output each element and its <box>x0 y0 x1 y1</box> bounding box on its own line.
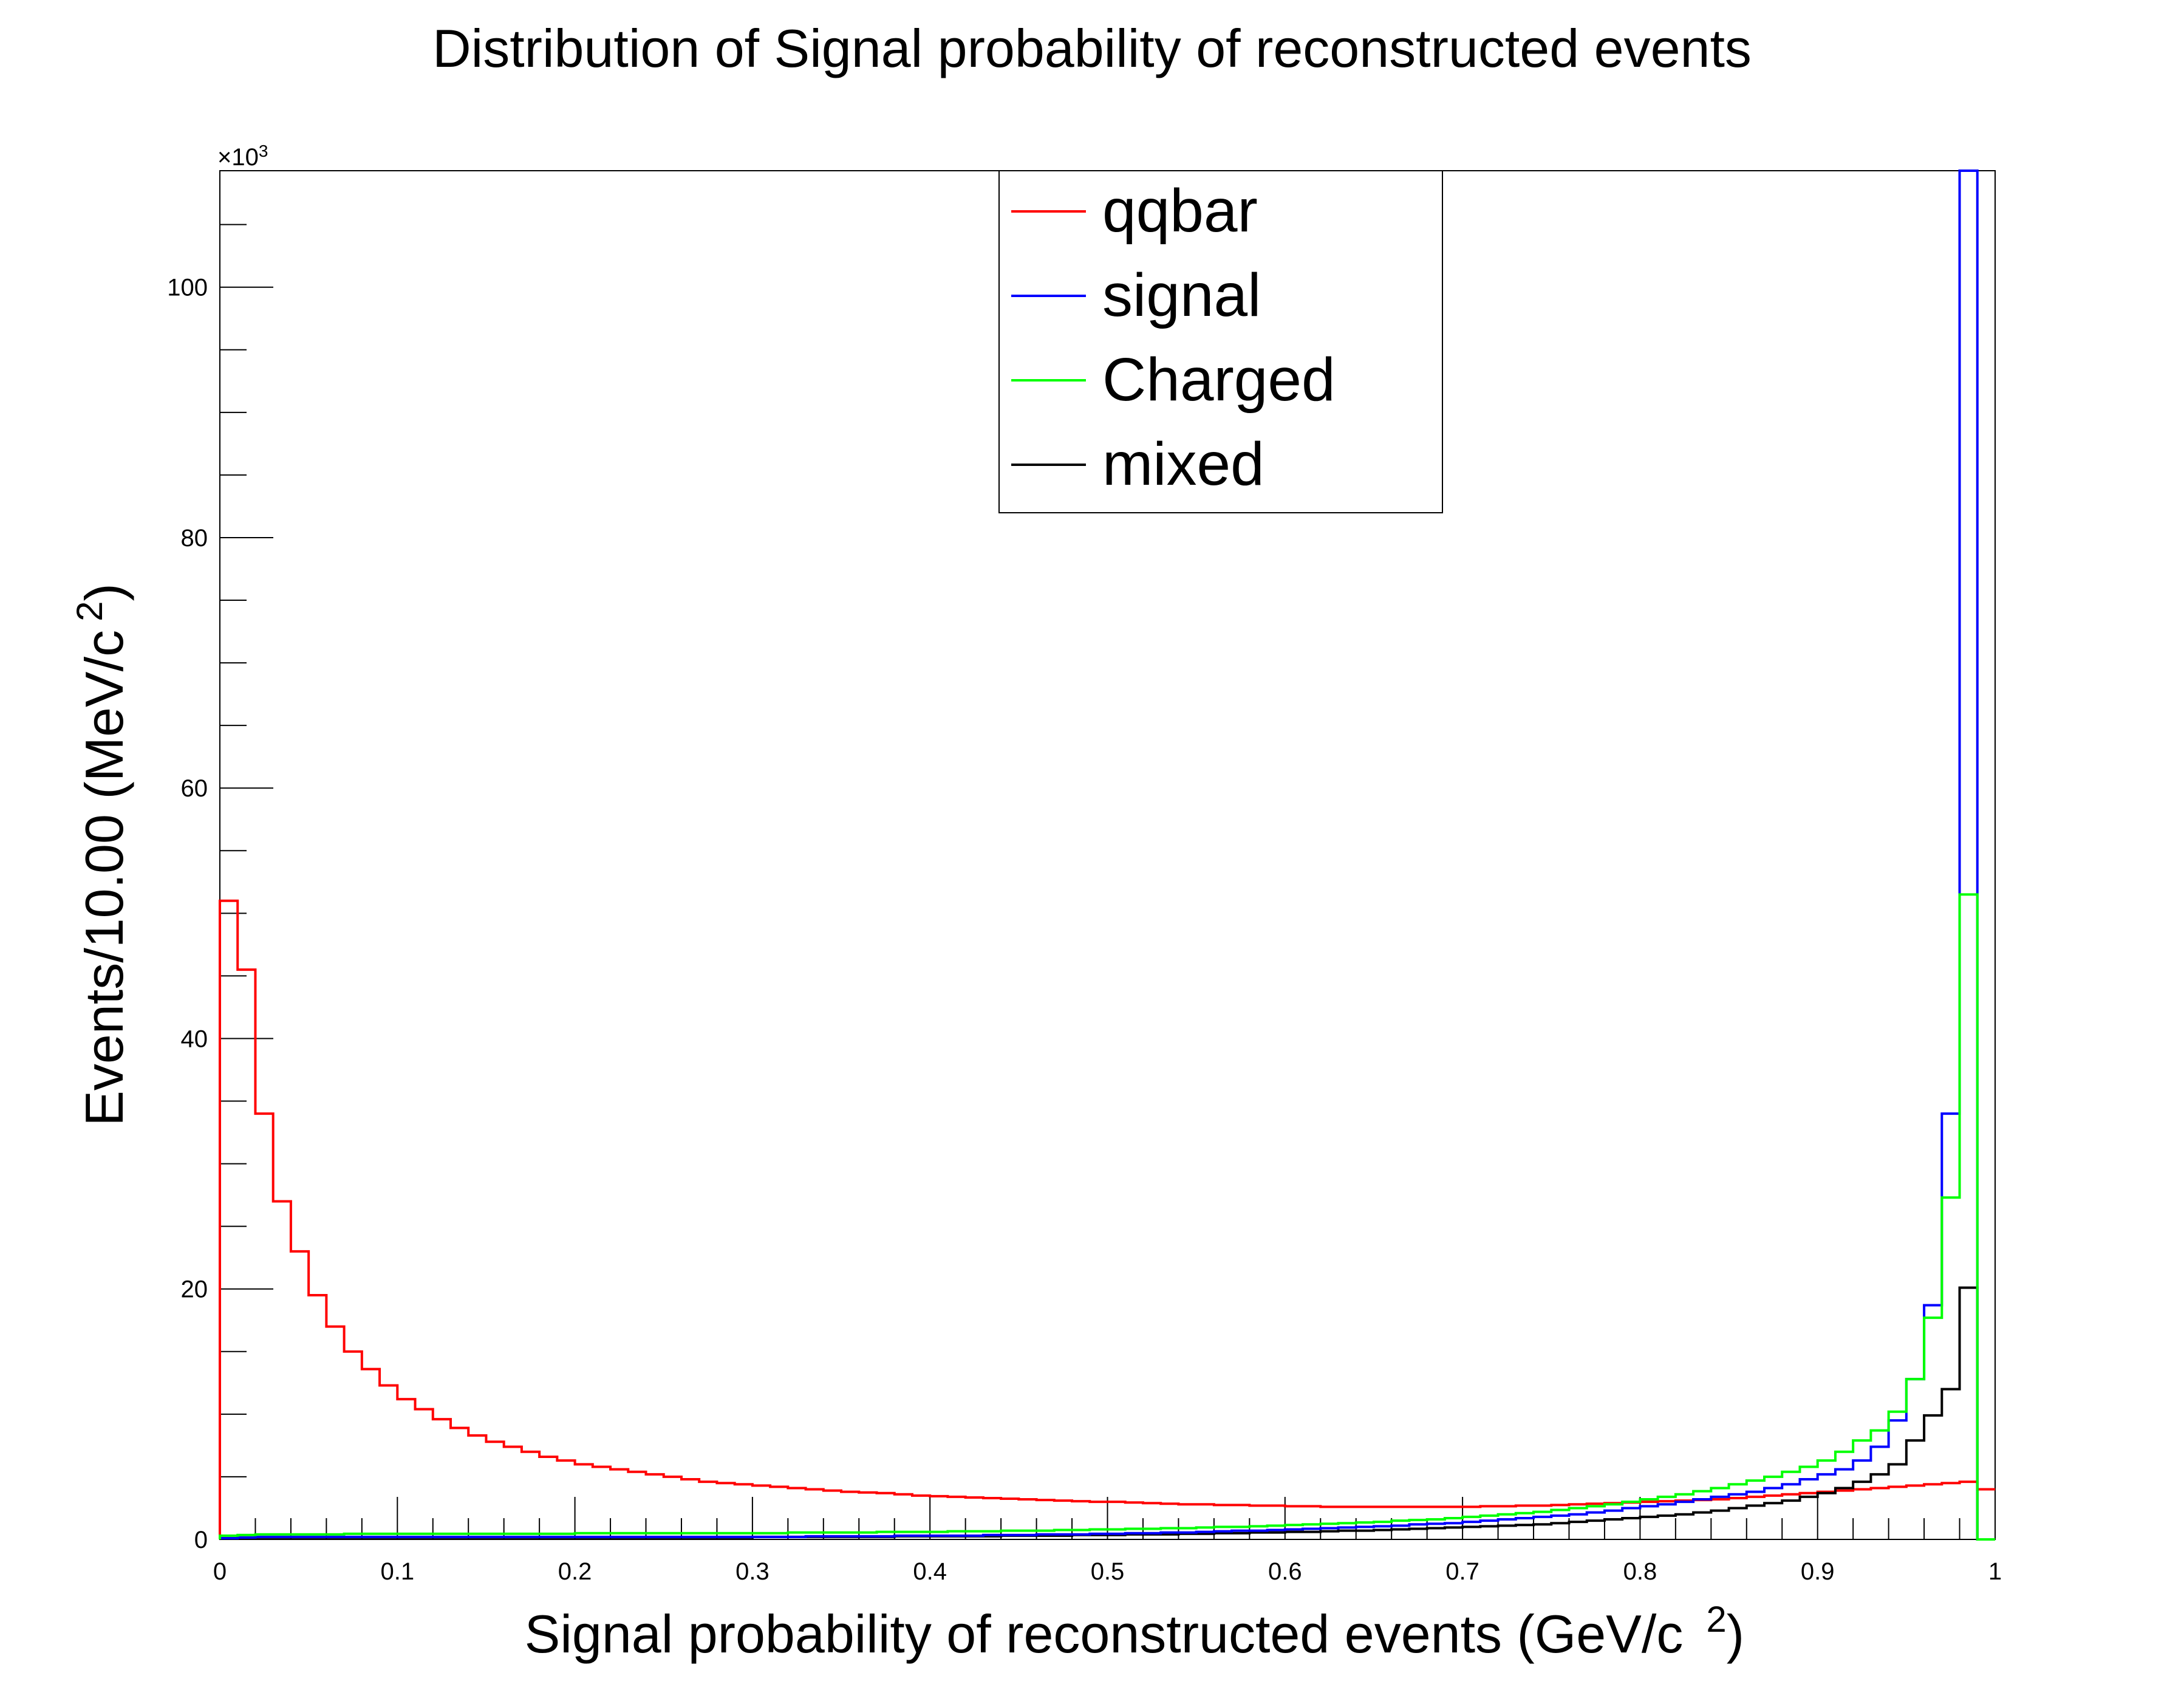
legend: qqbar signal Charged mixed <box>998 170 1443 513</box>
legend-label-charged: Charged <box>1102 346 1336 414</box>
y-tick-label: 60 <box>181 775 208 802</box>
y-tick-label: 80 <box>181 525 208 552</box>
y-tick-label: 100 <box>167 275 208 301</box>
x-tick-label: 0.1 <box>380 1558 414 1585</box>
x-tick-label: 0.7 <box>1445 1558 1479 1585</box>
legend-entries: qqbar signal Charged mixed <box>1011 177 1336 498</box>
x-tick-label: 0.3 <box>735 1558 770 1585</box>
x-axis-label-superscript: 2 <box>1706 1599 1726 1640</box>
x-tick-label: 0 <box>213 1558 227 1585</box>
y-axis-multiplier: ×103 <box>217 142 268 171</box>
legend-box <box>998 170 1443 513</box>
series-line-qqbar <box>219 899 1995 1539</box>
x-tick-label: 0.4 <box>913 1558 947 1585</box>
y-tick-label: 0 <box>194 1527 208 1553</box>
legend-label-mixed: mixed <box>1102 430 1264 498</box>
series-line-charged <box>219 893 1995 1541</box>
legend-label-qqbar: qqbar <box>1102 177 1258 245</box>
histogram-series <box>219 169 1995 1541</box>
legend-label-signal: signal <box>1102 261 1261 329</box>
y-axis-ticks: 0 20 40 60 80 100 <box>167 224 273 1553</box>
x-axis-label: Signal probability of reconstructed even… <box>525 1599 1744 1664</box>
x-tick-label: 0.9 <box>1801 1558 1835 1585</box>
y-tick-label: 40 <box>181 1025 208 1052</box>
x-tick-label: 0.2 <box>558 1558 592 1585</box>
y-axis-label-close: ) <box>74 583 134 601</box>
y-axis-label: Events/10.00 (MeV/c2) <box>69 583 134 1126</box>
x-tick-label: 0.5 <box>1091 1558 1125 1585</box>
x-axis-label-close: ) <box>1727 1604 1744 1664</box>
y-axis-multiplier-exponent: 3 <box>259 142 268 160</box>
chart-title: Distribution of Signal probability of re… <box>432 18 1752 78</box>
x-axis-ticks: 0 0.1 0.2 0.3 0.4 0.5 0.6 0.7 0.8 0.9 1 <box>213 1497 2002 1585</box>
series-line-signal <box>219 169 1995 1541</box>
y-tick-label: 20 <box>181 1276 208 1303</box>
x-tick-label: 0.8 <box>1623 1558 1657 1585</box>
x-tick-label: 1 <box>1988 1558 2002 1585</box>
x-tick-label: 0.6 <box>1268 1558 1302 1585</box>
y-axis-label-superscript: 2 <box>69 601 110 621</box>
